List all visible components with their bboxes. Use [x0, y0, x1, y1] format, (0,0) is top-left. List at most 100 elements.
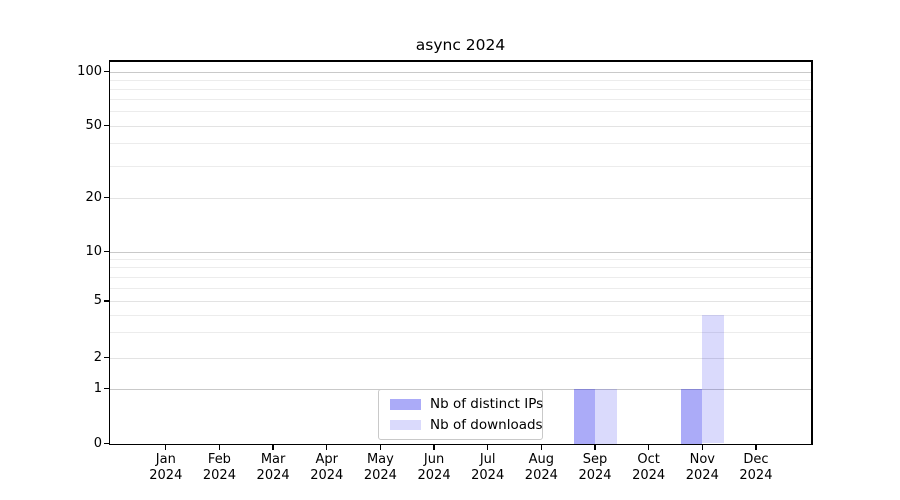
xtick-label-line: 2024 — [363, 468, 397, 483]
spine-top — [108, 60, 813, 62]
xtick-label-line: Apr — [315, 452, 339, 467]
xtick-label-line: 2024 — [685, 468, 719, 483]
xtick-label-feb: Feb 2024 — [192, 452, 246, 484]
gridline-minor-60 — [110, 111, 811, 113]
gridline-minor-9 — [110, 259, 811, 261]
xtick-label-line: May — [366, 452, 394, 467]
xtick-label-line: 2024 — [524, 468, 558, 483]
xtick-mark-sep — [594, 445, 596, 450]
gridline-minor-80 — [110, 88, 811, 90]
xtick-label-sep: Sep 2024 — [568, 452, 622, 484]
xtick-label-line: 2024 — [417, 468, 451, 483]
gridline-20 — [110, 197, 811, 199]
xtick-mark-may — [379, 445, 382, 450]
xtick-label-line: Oct — [637, 452, 660, 467]
gridline-minor-70 — [110, 99, 811, 101]
xtick-mark-jun — [433, 445, 435, 450]
spine-left — [108, 60, 110, 445]
plot-area — [110, 60, 811, 444]
ytick-mark-50 — [104, 125, 110, 127]
ytick-mark-100 — [104, 70, 110, 73]
gridline-minor-90 — [110, 79, 811, 81]
xtick-label-line: Mar — [260, 452, 286, 467]
bar-nov-downloads — [702, 314, 724, 444]
bar-sep-downloads — [595, 388, 617, 444]
spine-right — [811, 60, 813, 445]
xtick-label-line: Feb — [207, 452, 231, 467]
xtick-label-dec: Dec 2024 — [729, 452, 783, 484]
xtick-mark-jul — [487, 445, 489, 450]
xtick-label-apr: Apr 2024 — [300, 452, 354, 484]
xtick-label-line: Aug — [528, 452, 555, 467]
ytick-mark-1 — [104, 387, 110, 390]
xtick-label-line: 2024 — [202, 468, 236, 483]
ytick-label-20: 20 — [85, 189, 102, 205]
legend-swatch-downloads — [390, 419, 421, 430]
xtick-label-mar: Mar 2024 — [246, 452, 300, 484]
bar-nov-distinct-ips — [680, 388, 703, 444]
xtick-mark-feb — [218, 445, 221, 450]
ytick-label-1: 1 — [93, 380, 102, 396]
xtick-label-line: 2024 — [632, 468, 666, 483]
gridline-minor-7 — [110, 276, 811, 278]
xtick-mark-oct — [647, 445, 650, 450]
xtick-label-line: 2024 — [471, 468, 505, 483]
legend-swatch-distinct-ips — [390, 399, 421, 410]
ytick-mark-10 — [104, 250, 110, 253]
gridline-minor-40 — [110, 143, 811, 145]
xtick-label-line: 2024 — [578, 468, 612, 483]
xtick-label-line: Jan — [155, 452, 176, 467]
gridline-minor-8 — [110, 267, 811, 269]
xtick-label-aug: Aug 2024 — [514, 452, 568, 484]
xtick-mark-jan — [165, 445, 167, 450]
ytick-mark-5 — [104, 300, 110, 302]
xtick-mark-mar — [272, 445, 274, 450]
ytick-label-50: 50 — [85, 117, 102, 133]
gridline-minor-6 — [110, 287, 811, 289]
legend: Nb of distinct IPs Nb of downloads — [378, 389, 543, 440]
chart-title: async 2024 — [415, 36, 506, 54]
xtick-mark-dec — [755, 445, 757, 450]
legend-label-downloads: Nb of downloads — [430, 416, 543, 433]
xtick-label-line: Jun — [423, 452, 445, 467]
xtick-label-line: Jul — [479, 452, 496, 467]
xtick-mark-nov — [701, 445, 703, 450]
xtick-label-jan: Jan 2024 — [139, 452, 193, 484]
bar-sep-distinct-ips — [573, 388, 595, 444]
xtick-label-may: May 2024 — [353, 452, 407, 484]
xtick-label-line: Nov — [689, 452, 715, 467]
xtick-label-line: Sep — [582, 452, 608, 467]
ytick-mark-20 — [104, 196, 110, 199]
xtick-label-nov: Nov 2024 — [675, 452, 729, 484]
ytick-label-10: 10 — [85, 243, 102, 259]
ytick-label-0: 0 — [93, 435, 102, 451]
legend-label-distinct-ips: Nb of distinct IPs — [430, 396, 544, 412]
gridline-100 — [110, 71, 811, 73]
xtick-label-line: 2024 — [310, 468, 344, 483]
gridline-2 — [110, 357, 811, 359]
xtick-label-oct: Oct 2024 — [622, 452, 676, 484]
xtick-label-jul: Jul 2024 — [461, 452, 515, 484]
xtick-label-line: 2024 — [256, 468, 290, 483]
ytick-label-100: 100 — [77, 63, 102, 79]
ytick-label-5: 5 — [93, 293, 102, 308]
ytick-label-2: 2 — [93, 349, 102, 365]
ytick-mark-0 — [104, 442, 110, 445]
gridline-5 — [110, 301, 811, 302]
xtick-label-line: 2024 — [149, 468, 183, 483]
gridline-minor-3 — [110, 332, 811, 334]
gridline-minor-4 — [110, 314, 811, 316]
ytick-mark-2 — [104, 356, 110, 359]
gridline-50 — [110, 125, 811, 127]
xtick-mark-aug — [540, 445, 543, 450]
xtick-label-line: 2024 — [739, 468, 773, 483]
xtick-label-jun: Jun 2024 — [407, 452, 461, 484]
legend-row-distinct-ips: Nb of distinct IPs — [390, 394, 544, 415]
gridline-10 — [110, 251, 811, 253]
spine-bottom — [108, 443, 813, 445]
gridline-minor-30 — [110, 165, 811, 167]
xtick-mark-apr — [326, 445, 328, 450]
legend-row-downloads: Nb of downloads — [390, 415, 543, 436]
xtick-label-line: Dec — [743, 452, 769, 467]
